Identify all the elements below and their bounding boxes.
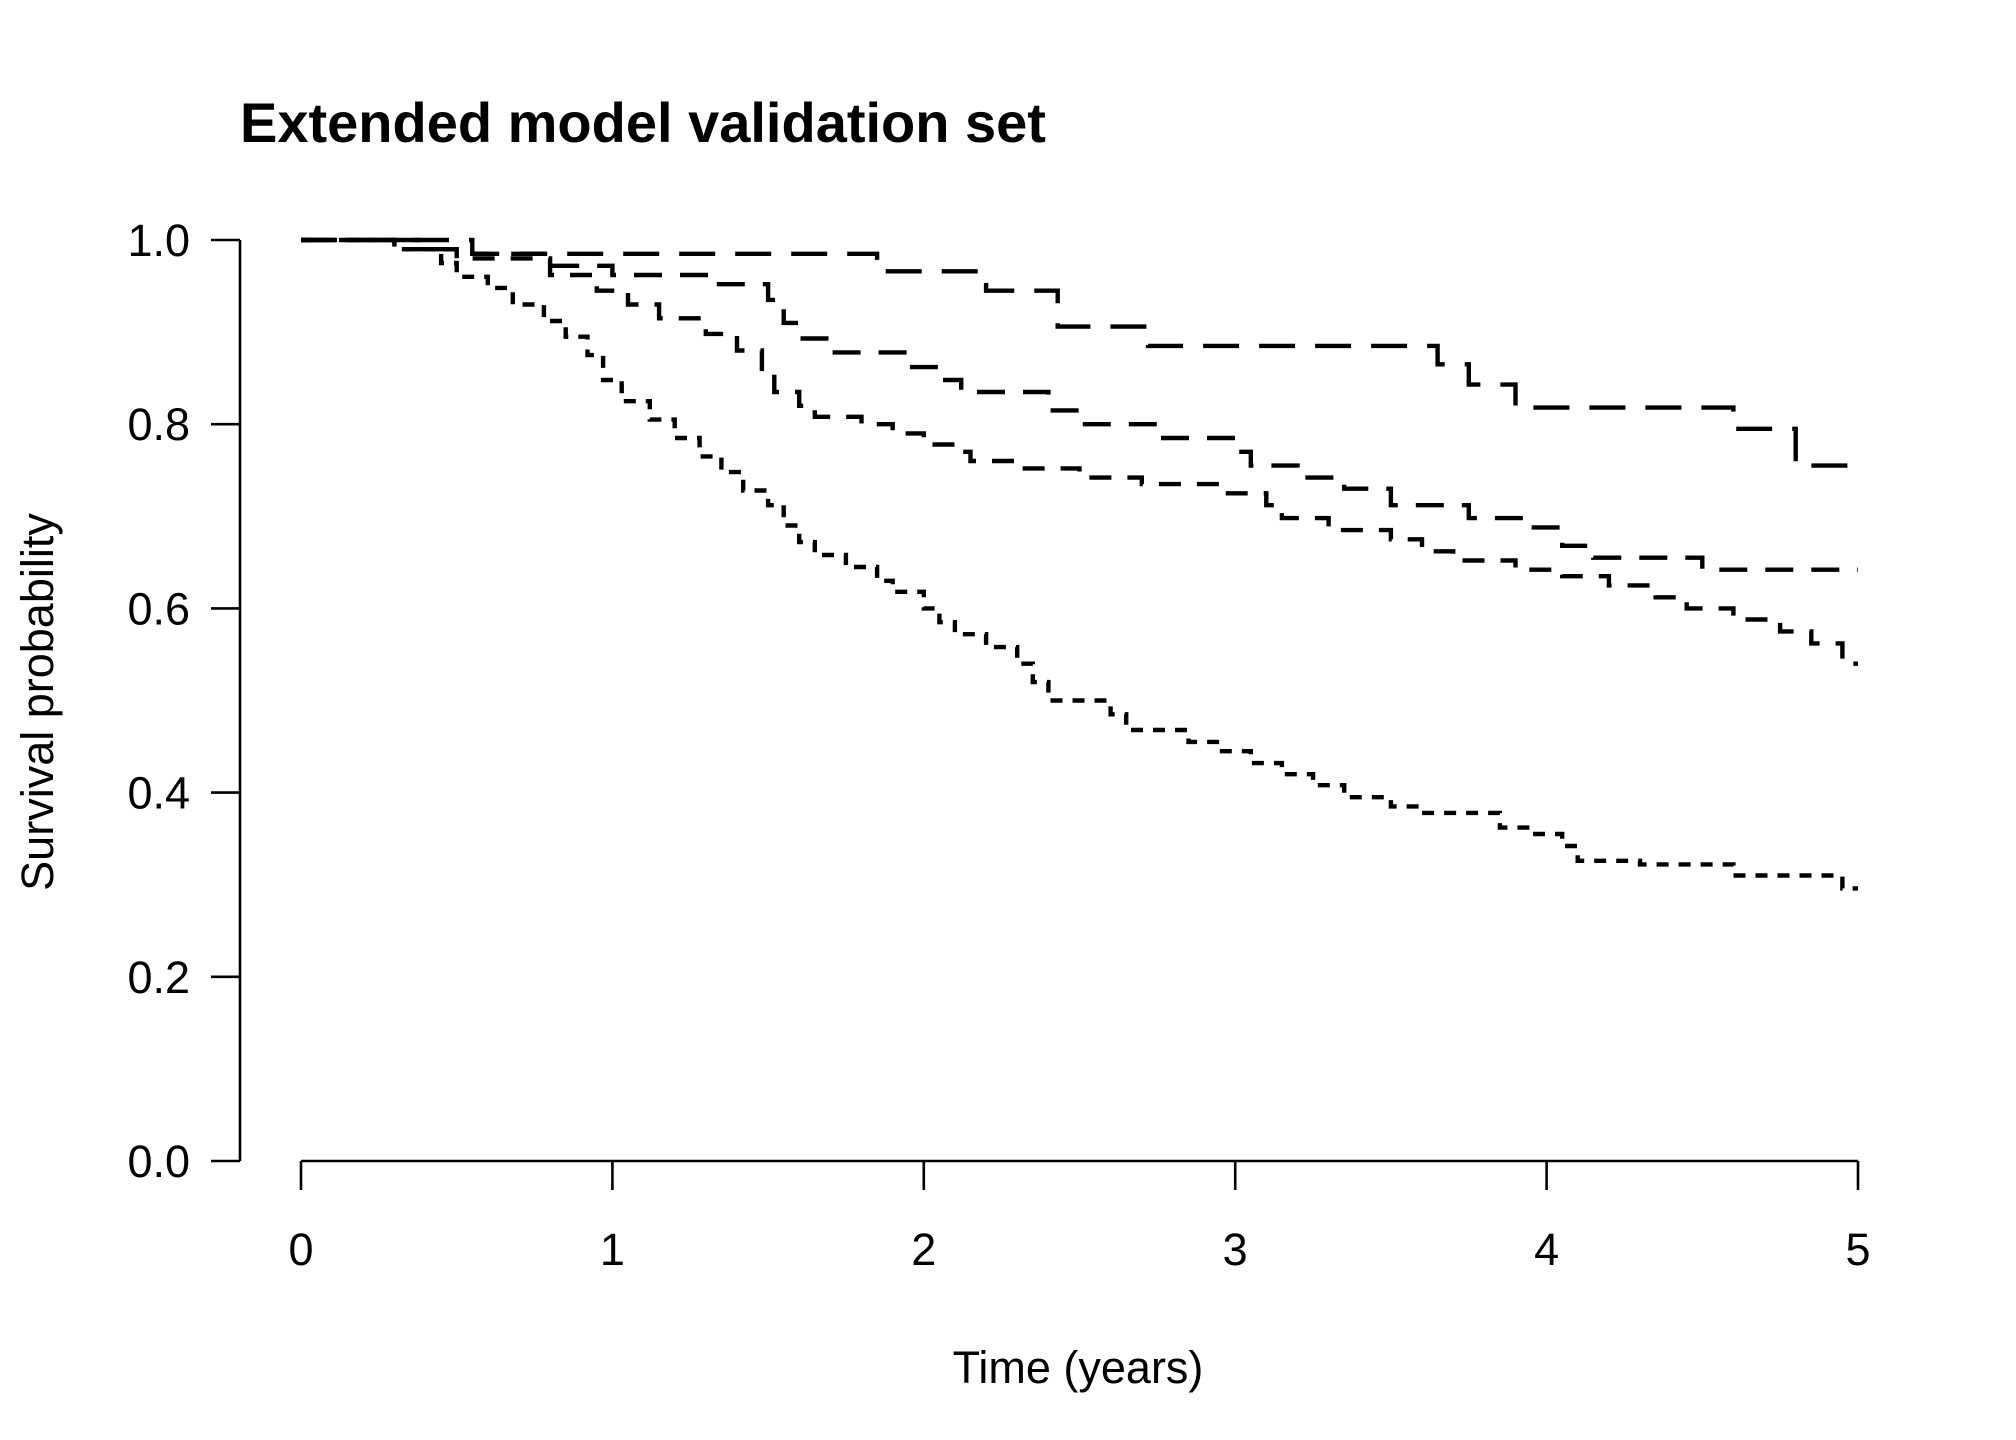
survival-curve-3 [301, 237, 1858, 666]
x-axis-label: Time (years) [953, 1342, 1204, 1393]
plot-area [301, 237, 1858, 891]
x-tick-label: 0 [288, 1224, 313, 1275]
y-tick-label: 0.4 [127, 768, 190, 819]
x-tick-label: 1 [600, 1224, 625, 1275]
y-tick-label: 0.2 [127, 952, 190, 1003]
x-axis: 0 1 2 3 4 5 [288, 1159, 1871, 1275]
y-tick-label: 0.8 [127, 399, 190, 450]
x-ticks: 0 1 2 3 4 5 [288, 1161, 1871, 1275]
y-tick-label: 0.6 [127, 583, 190, 634]
survival-curve-4 [301, 237, 1858, 891]
chart-title: Extended model validation set [240, 91, 1046, 154]
x-tick-label: 2 [911, 1224, 936, 1275]
survival-curve-1 [301, 237, 1858, 468]
x-tick-label: 5 [1845, 1224, 1870, 1275]
y-axis-label: Survival probability [12, 513, 63, 891]
y-tick-label: 1.0 [127, 215, 190, 266]
y-tick-label: 0.0 [127, 1136, 190, 1187]
x-tick-label: 3 [1223, 1224, 1248, 1275]
survival-curve-2 [301, 237, 1858, 572]
y-axis: 0.0 0.2 0.4 0.6 0.8 1.0 [127, 215, 242, 1187]
x-tick-label: 4 [1534, 1224, 1559, 1275]
y-ticks: 0.0 0.2 0.4 0.6 0.8 1.0 [127, 215, 240, 1187]
